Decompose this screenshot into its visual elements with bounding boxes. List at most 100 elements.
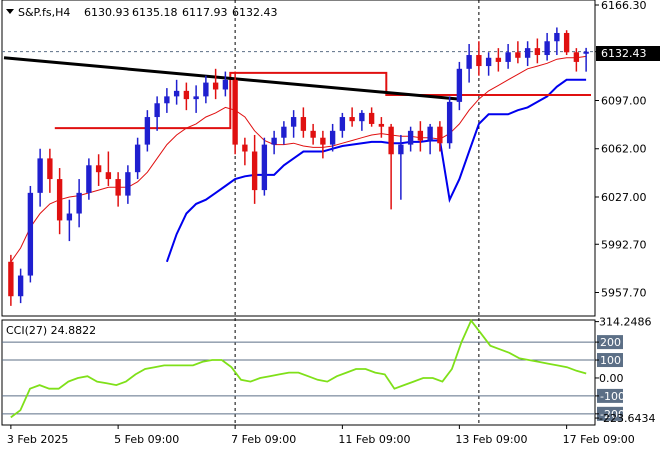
candle: [8, 254, 14, 306]
candle-body: [232, 79, 238, 145]
price-tick-label: 6062.00: [601, 143, 647, 156]
candle-body: [66, 213, 73, 221]
candle-body: [407, 130, 414, 145]
candle: [261, 137, 268, 196]
candle: [183, 82, 190, 111]
candle-body: [573, 52, 580, 62]
candle-body: [437, 126, 443, 144]
cci-level-label-box: [597, 406, 623, 421]
cci-level-label: -200: [600, 408, 625, 421]
candle: [47, 148, 53, 193]
candle: [524, 41, 531, 67]
candle-body: [95, 165, 102, 173]
candle-body: [261, 144, 268, 191]
price-tick-label: 6166.30: [601, 0, 647, 12]
candle: [476, 41, 482, 76]
candle-body: [105, 172, 112, 180]
candle: [329, 123, 336, 152]
candle-body: [378, 123, 385, 127]
candle-body: [417, 130, 424, 141]
candle: [554, 27, 560, 56]
candle: [56, 168, 63, 235]
candle-body: [544, 41, 550, 56]
candle-body: [534, 48, 541, 56]
candle: [37, 148, 43, 207]
candle-body: [515, 52, 521, 58]
candle: [27, 185, 34, 283]
candle: [173, 79, 180, 105]
header-high: 6135.18: [132, 6, 178, 19]
candle-body: [134, 144, 141, 173]
candle: [76, 179, 82, 228]
candle: [95, 154, 102, 186]
candle: [398, 134, 404, 200]
candle-body: [495, 57, 502, 62]
candle: [583, 47, 589, 72]
candle: [154, 96, 160, 131]
candle-body: [388, 126, 394, 155]
candle-layer: [8, 27, 589, 306]
candle: [17, 268, 24, 304]
overlay-layer: [3, 55, 591, 263]
candle: [290, 110, 297, 138]
header-low: 6117.93: [182, 6, 228, 19]
candle: [144, 110, 151, 152]
candle-body: [505, 52, 511, 62]
main-plot-frame: [1, 0, 596, 317]
x-tick-label: 5 Feb 09:00: [114, 433, 179, 446]
candle: [339, 112, 346, 138]
candle: [349, 107, 355, 127]
candle-body: [300, 117, 307, 131]
cci-layer: [2, 318, 595, 419]
price-tick-label: 6027.00: [601, 191, 647, 204]
candle: [417, 121, 424, 152]
axis-layer: 6166.30 6097.00 6062.00 6027.00 5992.70 5957.…: [7, 0, 656, 446]
candle: [407, 126, 414, 152]
cci-plot-frame: [1, 319, 596, 426]
cci-level-label: -100: [600, 390, 625, 403]
candle-body: [8, 261, 14, 297]
candle-body: [476, 55, 482, 67]
candle: [271, 130, 277, 155]
price-tick-label: 6097.00: [601, 95, 647, 108]
candle: [495, 48, 502, 72]
cci-title: CCI(27) 24.8822: [6, 324, 96, 337]
x-tick-label: 7 Feb 09:00: [231, 433, 296, 446]
candle-body: [203, 82, 209, 97]
candle-body: [56, 179, 63, 221]
candle: [115, 172, 121, 207]
candle-body: [554, 32, 560, 42]
candle-body: [563, 32, 570, 53]
candle: [134, 137, 141, 180]
candle: [242, 137, 248, 166]
candle-body: [349, 117, 355, 122]
candle-body: [242, 144, 248, 152]
header-close: 6132.43: [232, 6, 278, 19]
cci-tick-label: 0.00: [599, 372, 624, 385]
candle: [281, 121, 287, 145]
candle: [66, 199, 73, 242]
candle-body: [485, 57, 492, 67]
candle-body: [17, 275, 24, 297]
candle-body: [76, 192, 82, 214]
candle: [456, 61, 463, 111]
candle-body: [212, 82, 219, 90]
candle-body: [310, 130, 316, 138]
candle: [320, 130, 326, 159]
candle: [505, 44, 511, 69]
candle: [86, 158, 92, 200]
candle-body: [193, 96, 199, 100]
candle-body: [446, 101, 453, 144]
x-tick-label: 3 Feb 2025: [7, 433, 68, 446]
candle: [359, 110, 365, 131]
candle-body: [339, 117, 346, 131]
resistance-step-line: [54, 71, 591, 130]
candle-body: [125, 172, 131, 196]
cci-level-label: 100: [600, 354, 621, 367]
candle-body: [320, 137, 326, 145]
candle-body: [173, 90, 180, 97]
lower-band-line: [165, 78, 587, 263]
candle: [310, 123, 316, 145]
